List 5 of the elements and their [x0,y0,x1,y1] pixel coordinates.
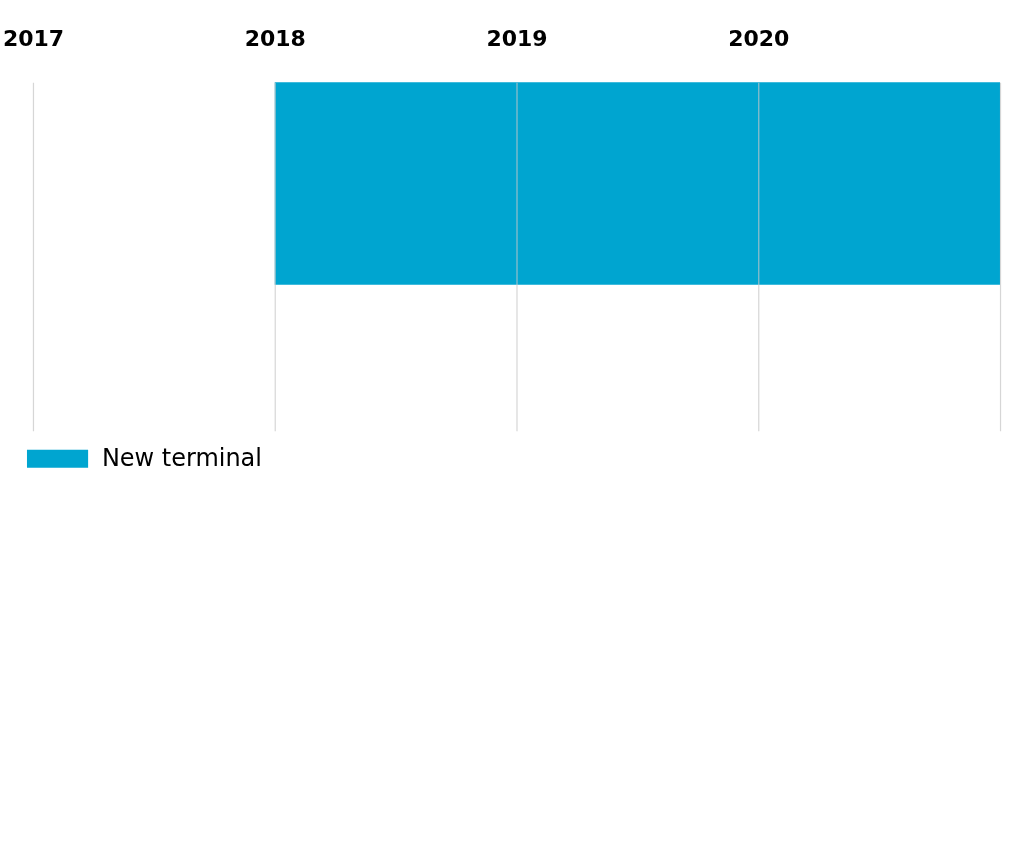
x-tick-label: 2017 [2,25,65,51]
x-tick-label: 2020 [728,25,790,51]
x-tick-label: 2019 [486,25,548,51]
legend-label: New terminal [101,443,262,472]
x-tick-label: 2018 [244,25,306,51]
